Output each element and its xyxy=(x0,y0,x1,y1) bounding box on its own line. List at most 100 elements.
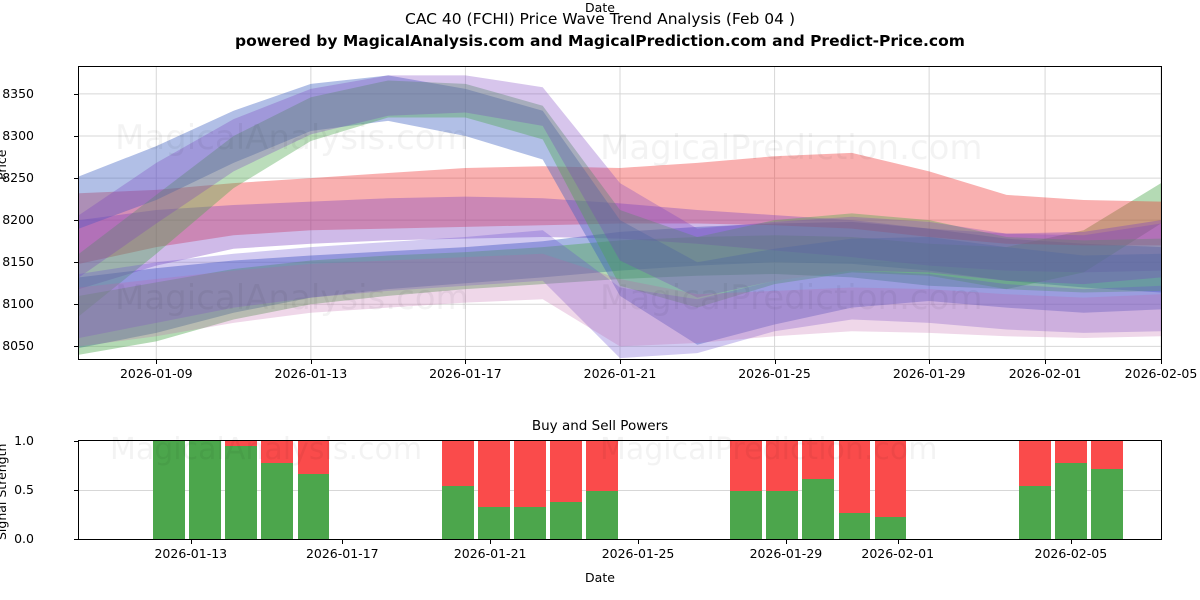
price-y-tickmark xyxy=(74,346,78,348)
price-x-tickmark xyxy=(620,360,621,364)
price-y-tick: 8300 xyxy=(2,128,34,143)
bars-x-tick: 2026-02-05 xyxy=(1034,546,1108,561)
price-x-tickmark xyxy=(929,360,931,364)
bars-chart-title: Buy and Sell Powers xyxy=(531,418,669,434)
buy-power-segment xyxy=(874,517,907,539)
sell-power-segment xyxy=(261,441,294,463)
buy-power-segment xyxy=(1091,469,1123,539)
bars-x-tick: 2026-01-13 xyxy=(154,546,228,561)
price-y-tick: 8350 xyxy=(2,85,34,101)
sell-power-segment xyxy=(730,441,763,491)
sell-power-segment xyxy=(1054,441,1087,463)
price-x-tickmark xyxy=(774,360,776,364)
price-y-tickmark xyxy=(74,220,78,222)
price-band-purple-wave-upper xyxy=(79,75,1161,298)
price-y-tick: 8150 xyxy=(2,254,34,270)
bars-x-tickmark xyxy=(638,540,640,544)
page-subtitle: powered by MagicalAnalysis.com and Magic… xyxy=(235,32,965,50)
bars-x-tick: 2026-01-29 xyxy=(749,546,823,561)
price-x-tick: 2026-01-29 xyxy=(892,366,966,381)
signal-bar xyxy=(261,441,294,539)
price-x-tickmark xyxy=(1045,360,1047,364)
bars-x-tickmark xyxy=(785,540,787,544)
price-x-tick: 2026-01-21 xyxy=(583,366,657,381)
buy-power-segment xyxy=(297,474,330,539)
bars-y-tickmark xyxy=(74,539,78,540)
price-x-tick: 2026-01-25 xyxy=(738,366,811,381)
sell-power-segment xyxy=(874,441,907,518)
buy-power-segment xyxy=(225,445,258,539)
price-y-tickmark xyxy=(74,178,78,180)
signal-bar xyxy=(153,441,186,539)
price-x-tick: 2026-01-13 xyxy=(274,366,348,381)
buy-power-segment xyxy=(838,512,871,539)
buy-power-segment xyxy=(1054,462,1087,539)
bars-y-tickmark xyxy=(74,441,78,442)
price-y-tickmark xyxy=(74,262,78,264)
page-title: CAC 40 (FCHI) Price Wave Trend Analysis … xyxy=(405,10,795,28)
price-band-pink-band-low-right xyxy=(79,253,1161,347)
price-y-tickmark xyxy=(74,136,78,137)
price-y-tick: 8100 xyxy=(2,296,34,312)
signal-bar xyxy=(838,441,871,539)
sell-power-segment xyxy=(550,441,582,502)
signal-bar xyxy=(550,441,582,539)
price-chart-plot-area xyxy=(78,66,1162,360)
bars-x-tickmark xyxy=(190,540,192,544)
buy-power-segment xyxy=(513,506,546,539)
sell-power-segment xyxy=(477,441,510,507)
signal-bar xyxy=(1091,441,1123,539)
signal-bar xyxy=(874,441,907,539)
price-y-tickmark xyxy=(74,93,78,95)
buy-power-segment xyxy=(802,479,835,539)
signal-bar xyxy=(441,441,474,539)
bars-y-tick: 1.0 xyxy=(14,433,34,448)
price-x-tickmark xyxy=(1161,360,1162,364)
signal-bar xyxy=(513,441,546,539)
price-x-axis-label: Date xyxy=(585,0,615,15)
sell-power-segment xyxy=(1091,441,1123,470)
buy-power-segment xyxy=(550,501,582,539)
bars-chart-plot-area xyxy=(78,440,1162,540)
sell-power-segment xyxy=(225,441,258,446)
price-band-blue-band-lower xyxy=(79,221,1161,349)
buy-power-segment xyxy=(261,462,294,539)
bars-x-tickmark xyxy=(490,540,492,544)
price-wave-svg xyxy=(79,67,1161,359)
price-band-violet-band-low xyxy=(79,230,1161,359)
price-y-tickmark xyxy=(74,304,78,306)
signal-bar xyxy=(802,441,835,539)
price-y-tick: 8050 xyxy=(2,338,34,354)
price-x-tick: 2026-01-09 xyxy=(119,366,193,381)
bars-x-tickmark xyxy=(897,540,899,544)
price-x-tick: 2026-02-01 xyxy=(1008,366,1082,381)
buy-power-segment xyxy=(153,441,186,539)
signal-bar xyxy=(730,441,763,539)
bars-x-axis-label: Date xyxy=(585,570,615,585)
price-band-purple-band-mid xyxy=(79,196,1161,290)
sell-power-segment xyxy=(802,441,835,480)
price-x-tick: 2026-02-05 xyxy=(1124,366,1198,381)
sell-power-segment xyxy=(766,441,799,491)
bars-x-tick: 2026-01-25 xyxy=(601,546,675,561)
signal-bar xyxy=(586,441,618,539)
bars-y-tickmark xyxy=(74,490,78,491)
bars-x-tick: 2026-02-01 xyxy=(861,546,935,561)
bars-y-tick: 0.0 xyxy=(14,531,34,546)
bars-x-tick: 2026-01-17 xyxy=(305,546,379,561)
buy-power-segment xyxy=(189,441,222,539)
signal-bar xyxy=(766,441,799,539)
sell-power-segment xyxy=(513,441,546,507)
signal-bar xyxy=(1018,441,1051,539)
signal-bar xyxy=(225,441,258,539)
sell-power-segment xyxy=(1018,441,1051,487)
buy-power-segment xyxy=(766,490,799,539)
price-x-tickmark xyxy=(156,360,158,364)
price-x-tickmark xyxy=(465,360,467,364)
price-x-tick: 2026-01-17 xyxy=(429,366,502,381)
price-band-green-band-lower xyxy=(79,183,1161,355)
sell-power-segment xyxy=(838,441,871,513)
buy-power-segment xyxy=(730,490,763,539)
sell-power-segment xyxy=(586,441,618,491)
buy-power-segment xyxy=(441,486,474,539)
